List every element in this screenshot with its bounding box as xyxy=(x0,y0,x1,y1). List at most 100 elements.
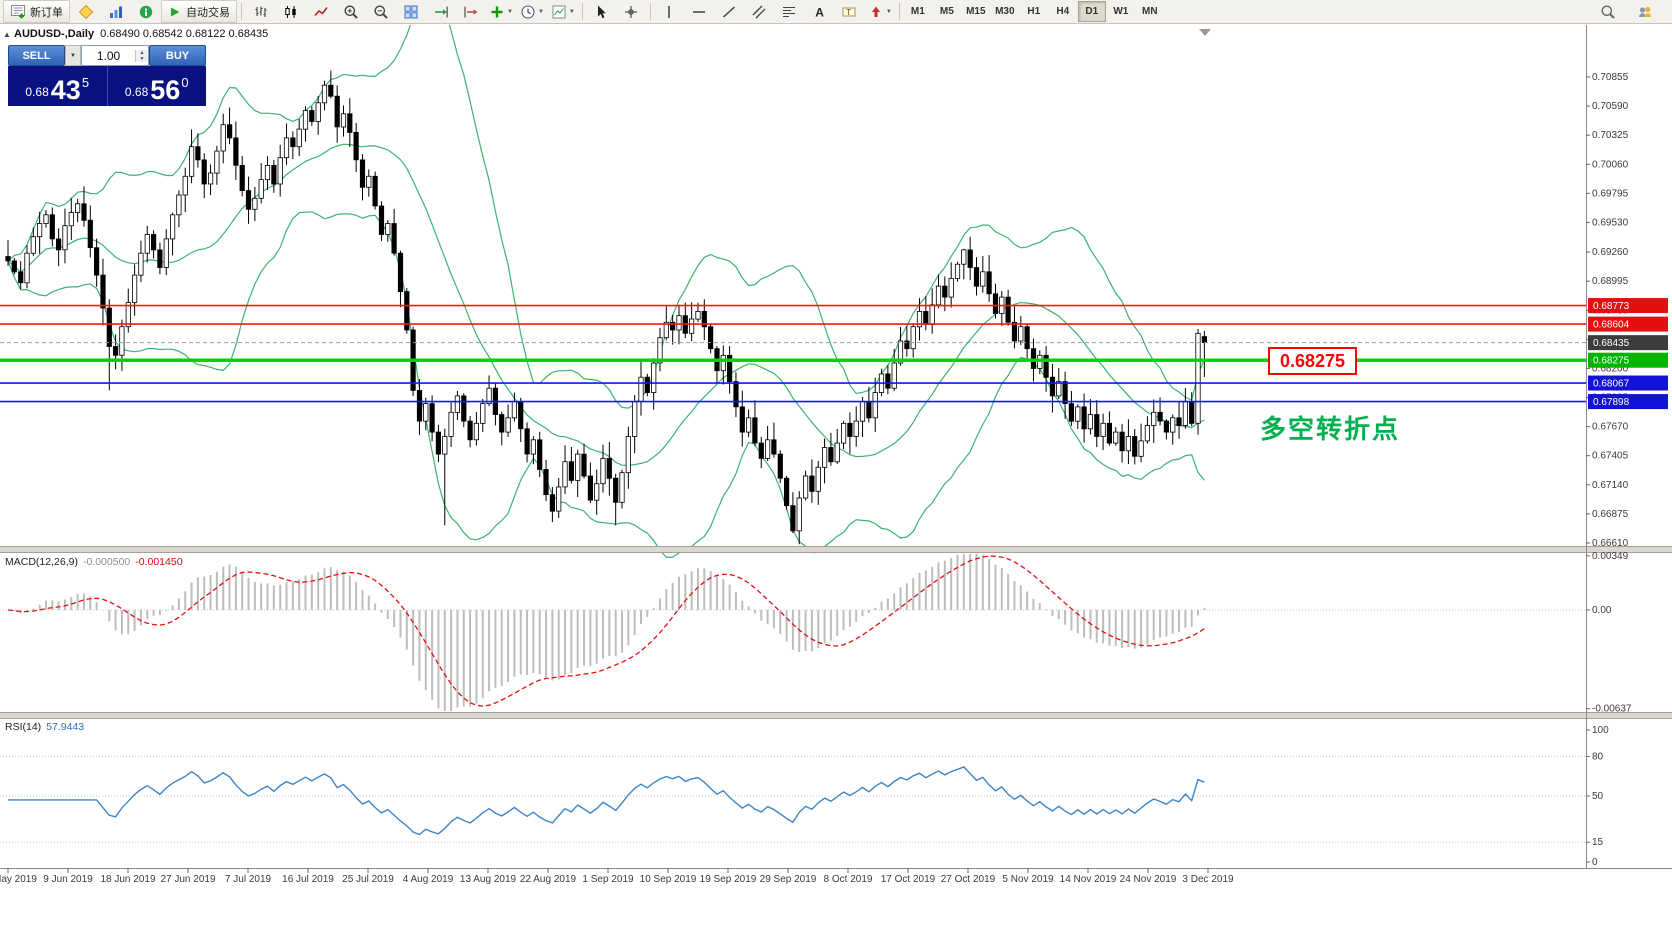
fibonacci-button[interactable] xyxy=(775,0,804,23)
line-chart-button[interactable] xyxy=(306,0,335,23)
rsi-value: 57.9443 xyxy=(46,721,85,733)
indicators-button[interactable]: ▼ xyxy=(486,0,516,23)
timeframe-d1-button[interactable]: D1 xyxy=(1077,1,1106,22)
autotrading-button[interactable]: 自动交易 xyxy=(161,0,237,23)
lot-decrease-button[interactable]: ▼ xyxy=(136,55,148,62)
timeframe-h4-button[interactable]: H4 xyxy=(1056,6,1070,17)
svg-text:0.67670: 0.67670 xyxy=(1592,422,1629,433)
toolbar-separator xyxy=(898,3,900,20)
svg-text:0.00349: 0.00349 xyxy=(1592,551,1629,562)
new-order-label: 新订单 xyxy=(30,6,63,19)
svg-text:14 Nov 2019: 14 Nov 2019 xyxy=(1060,874,1117,885)
sell-button[interactable]: SELL xyxy=(8,45,65,66)
auto-scroll-button[interactable] xyxy=(426,0,455,23)
market-watch-button[interactable] xyxy=(101,0,130,23)
timeframe-m15-button[interactable]: M15 xyxy=(966,6,986,17)
macd-main-value: -0.000500 xyxy=(82,556,131,568)
chart-canvas[interactable]: 0.70855 0.70590 0.70325 0.70060 0.69795 0.695… xyxy=(0,25,1672,943)
search-button[interactable] xyxy=(1593,0,1622,23)
periods-button[interactable]: ▼ xyxy=(517,0,547,23)
templates-button[interactable]: ▼ xyxy=(548,0,578,23)
svg-text:0.70590: 0.70590 xyxy=(1592,101,1629,112)
symbol-ohlc: 0.68490 0.68542 0.68122 0.68435 xyxy=(100,28,269,40)
channel-button[interactable] xyxy=(745,0,774,23)
pane-separators xyxy=(0,546,1672,719)
price-callout-box[interactable]: 0.68275 xyxy=(1268,347,1358,375)
svg-text:27 Jun 2019: 27 Jun 2019 xyxy=(160,874,215,885)
one-click-trading-panel: SELL ▼ 1.00 ▲ ▼ BUY 0.68 43 5 0.68 56 0 xyxy=(8,45,206,106)
candlestick-chart-button[interactable] xyxy=(276,0,305,23)
svg-text:80: 80 xyxy=(1592,751,1604,762)
navigator-button[interactable] xyxy=(131,0,160,23)
buy-button[interactable]: BUY xyxy=(149,45,206,66)
horizontal-line-icon xyxy=(693,10,706,13)
svg-text:T: T xyxy=(847,7,852,16)
vertical-line-icon xyxy=(668,5,671,18)
zoom-out-icon xyxy=(374,5,388,19)
price-divider xyxy=(106,66,108,106)
svg-text:15: 15 xyxy=(1592,837,1604,848)
navigator-icon xyxy=(139,5,152,18)
line-chart-icon xyxy=(313,6,328,16)
tile-windows-button[interactable] xyxy=(396,0,425,23)
chinese-note-text[interactable]: 多空转折点 xyxy=(1260,414,1401,444)
timeframe-m1-button[interactable]: M1 xyxy=(910,6,925,17)
one-click-collapse-icon[interactable]: ▲ xyxy=(3,30,11,39)
bollinger-layer xyxy=(7,25,1205,559)
bars-chart-button[interactable] xyxy=(246,0,275,23)
timeframe-w1-button[interactable]: W1 xyxy=(1113,6,1129,17)
svg-text:-0.00637: -0.00637 xyxy=(1592,704,1632,715)
axes-layer: 0.70855 0.70590 0.70325 0.70060 0.69795 0.695… xyxy=(0,25,1672,885)
price-badges: 0.68773 0.68604 0.68435 0.68275 0.68067 0.678… xyxy=(1588,298,1668,410)
timeframe-h1-button[interactable]: H1 xyxy=(1027,6,1041,17)
svg-text:0.70855: 0.70855 xyxy=(1592,72,1629,83)
templates-icon xyxy=(552,5,566,18)
new-order-button[interactable]: 新订单 xyxy=(3,0,70,23)
chart-shift-button[interactable] xyxy=(456,0,485,23)
toolbar-separator xyxy=(581,3,583,20)
chart-window: 0.70855 0.70590 0.70325 0.70060 0.69795 0.695… xyxy=(0,25,1672,943)
search-icon xyxy=(1601,5,1615,19)
lot-size-input[interactable]: 1.00 ▲ ▼ xyxy=(81,45,149,66)
crosshair-button[interactable] xyxy=(617,0,646,23)
svg-text:0.67140: 0.67140 xyxy=(1592,480,1629,491)
label-button[interactable]: T xyxy=(835,0,864,23)
timeframe-m5-button[interactable]: M5 xyxy=(939,6,954,17)
arrows-button[interactable]: ▼ xyxy=(865,0,895,23)
crosshair-icon xyxy=(625,5,638,18)
dropdown-icon: ▼ xyxy=(568,8,575,15)
zoom-out-button[interactable] xyxy=(366,0,395,23)
buy-price-display[interactable]: 0.68 56 0 xyxy=(108,66,207,106)
metaeditor-button[interactable] xyxy=(71,0,100,23)
cursor-button[interactable] xyxy=(587,0,616,23)
svg-text:29 Sep 2019: 29 Sep 2019 xyxy=(760,874,817,885)
channel-icon xyxy=(752,5,766,18)
sell-price-prefix: 0.68 xyxy=(25,85,49,99)
main-toolbar: 新订单 自动交易 ▼ ▼ xyxy=(0,0,1672,24)
macd-signal-value: -0.001450 xyxy=(135,556,183,568)
text-icon: A xyxy=(816,5,825,19)
order-options-dropdown[interactable]: ▼ xyxy=(65,45,81,66)
horizontal-line-button[interactable] xyxy=(685,0,714,23)
svg-text:24 Nov 2019: 24 Nov 2019 xyxy=(1120,874,1177,885)
svg-text:19 Sep 2019: 19 Sep 2019 xyxy=(700,874,757,885)
trendline-icon xyxy=(723,5,736,18)
timeframe-m30-button[interactable]: M30 xyxy=(995,6,1015,17)
lot-increase-button[interactable]: ▲ xyxy=(136,49,148,56)
tile-windows-icon xyxy=(404,5,417,18)
chart-symbol-label: AUDUSD-,Daily 0.68490 0.68542 0.68122 0.6… xyxy=(14,28,268,40)
svg-text:0.66875: 0.66875 xyxy=(1592,509,1629,520)
svg-text:50: 50 xyxy=(1592,791,1604,802)
svg-text:0.68435: 0.68435 xyxy=(1593,338,1630,349)
timeframe-mn-button[interactable]: MN xyxy=(1142,6,1158,17)
sell-price-sup: 5 xyxy=(81,75,90,90)
trendline-button[interactable] xyxy=(715,0,744,23)
vertical-line-button[interactable] xyxy=(655,0,684,23)
dropdown-icon: ▼ xyxy=(885,8,892,15)
community-button[interactable] xyxy=(1630,0,1659,23)
buy-price-sup: 0 xyxy=(181,75,189,90)
sell-price-display[interactable]: 0.68 43 5 xyxy=(8,66,107,106)
zoom-in-button[interactable] xyxy=(336,0,365,23)
text-button[interactable]: A xyxy=(805,0,834,23)
autotrading-label: 自动交易 xyxy=(186,6,230,19)
